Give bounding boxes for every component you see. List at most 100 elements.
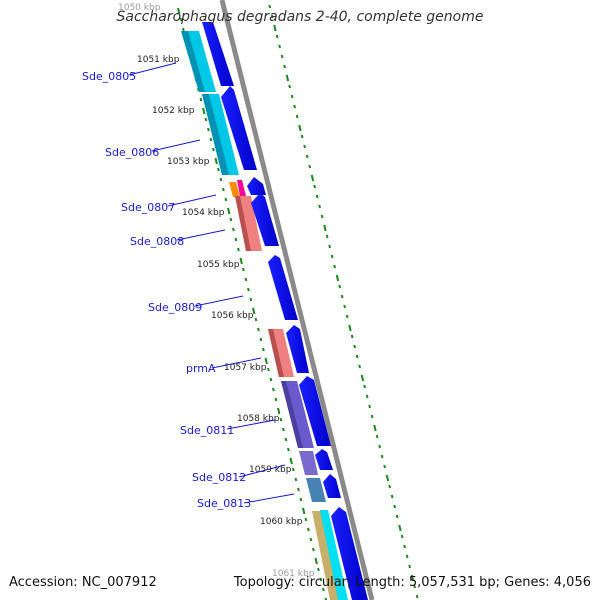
tick-mark [368,404,372,409]
tick-mark [292,467,295,472]
feature-sde0811-left-shade [281,381,303,448]
tick-mark [204,117,208,122]
feature-sde0813-left[interactable] [306,478,326,502]
tick-mark [288,84,292,89]
gene-leader-line [243,493,295,504]
tick-mark [370,414,374,419]
tick-mark [330,254,334,259]
feature-bottom-khaki[interactable] [312,511,340,600]
tick-mark [317,567,320,572]
arrow-bottom[interactable] [331,507,368,600]
tick-mark [333,264,337,269]
gene-leader-line [194,295,244,307]
gene-leader-line [176,229,226,241]
tick-mark [247,287,250,292]
feature-track [181,22,368,600]
tick-mark [410,574,415,582]
tick-mark [309,537,313,542]
genome-summary: Topology: circular; Length: 5,057,531 bp… [233,575,591,590]
gene-leader-line [167,194,217,207]
tick-mark [380,454,384,459]
tick-mark [413,584,417,589]
gene-label[interactable]: Sde_0809 [148,301,202,314]
tick-mark [320,214,324,219]
tick-mark [388,484,392,489]
tick-mark [252,307,256,315]
arrow-sde0812[interactable] [315,449,333,470]
tick-mark [229,217,233,222]
tick-mark [177,7,181,15]
arrow-sde0806[interactable] [221,86,257,170]
tick-mark [298,124,302,132]
gene-leader-line [151,139,201,152]
feature-prmA-left-shade [268,329,284,377]
arrow-sde0805[interactable] [202,22,234,86]
tick-mark [237,247,240,252]
tick-mark [398,524,402,532]
tick-mark [343,304,347,309]
tick-mark [257,327,260,332]
tick-mark [249,297,253,302]
gene-label[interactable]: Sde_0812 [192,471,246,484]
tick-mark [310,174,315,182]
gene-leader-line [226,419,276,430]
gene-label[interactable]: Sde_0807 [121,201,175,214]
tick-mark [408,564,412,569]
tick-mark [350,334,354,339]
arrow-sde0807[interactable] [247,177,266,195]
tick-mark [202,107,206,115]
kbp-label: 1059 kbp [249,465,292,475]
gene-label[interactable]: Sde_0808 [130,235,184,248]
tick-mark [400,534,404,539]
tick-mark [294,477,298,482]
feature-sde0805-left-shade [181,31,205,92]
tick-mark [363,384,367,389]
tick-mark [283,64,287,69]
feature-bottom-cyan[interactable] [320,510,348,600]
arrow-sde0811[interactable] [299,376,331,446]
tick-mark [287,447,290,452]
genome-backbone [219,0,375,600]
kbp-label: 1051 kbp [137,55,180,65]
tick-mark [300,134,304,139]
tick-mark [390,494,394,499]
arrow-sde0809[interactable] [268,255,298,320]
feature-sde0812-left[interactable] [299,451,318,475]
tick-mark [214,157,218,165]
kbp-label: 1055 kbp [197,260,240,270]
tick-mark [405,554,409,559]
tick-mark [378,444,382,449]
kbp-label: 1060 kbp [260,517,303,527]
tick-mark [358,364,362,369]
right-tick-track [268,4,419,599]
arrow-sde0813[interactable] [323,474,341,498]
kbp-label: 1058 kbp [237,414,280,424]
tick-mark [340,294,344,299]
arrow-prmA[interactable] [286,325,309,373]
tick-mark [383,464,387,469]
tick-mark [227,207,231,215]
tick-mark [282,427,285,432]
tick-mark [335,274,340,282]
tick-mark [278,44,282,49]
gene-label[interactable]: prmA [186,362,216,375]
gene-label[interactable]: Sde_0813 [197,497,251,510]
tick-mark [353,344,357,349]
gene-label[interactable]: Sde_0805 [82,70,136,83]
tick-mark [217,167,220,172]
feature-small-orange[interactable] [229,182,240,197]
tick-mark [304,517,308,522]
tick-mark [274,397,278,402]
gene-label[interactable]: Sde_0811 [180,424,234,437]
arrow-sde0808[interactable] [251,193,279,246]
tick-mark [325,234,329,239]
tick-mark [313,184,317,189]
tick-mark [224,197,228,202]
feature-small-magenta[interactable] [237,180,246,196]
tick-mark [279,417,283,422]
gene-label[interactable]: Sde_0806 [105,146,159,159]
tick-mark [293,104,297,109]
tick-mark [222,187,225,192]
tick-mark [268,4,272,9]
